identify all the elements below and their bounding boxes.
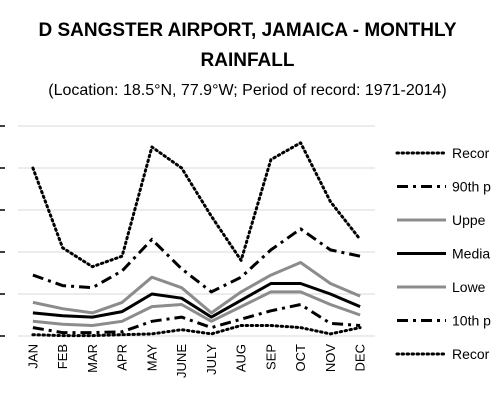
series-line-3 bbox=[32, 282, 361, 319]
x-tick-label-july: JULY bbox=[204, 344, 219, 375]
legend-label-6: Recor bbox=[452, 346, 490, 362]
series-lines bbox=[31, 141, 362, 338]
series-line-0 bbox=[31, 141, 362, 269]
x-tick-label-may: MAY bbox=[144, 344, 159, 372]
legend-label-4: Lowe bbox=[452, 279, 486, 295]
x-tick-label-mar: MAR bbox=[85, 344, 100, 373]
x-tick-label-dec: DEC bbox=[353, 344, 368, 371]
series-line-6 bbox=[31, 324, 362, 338]
x-tick-label-sep: SEP bbox=[263, 344, 278, 370]
x-tick-labels: JAN FEB MAR APR MAY JUNE JULY AUG SEP OCT NOV DEC bbox=[25, 344, 367, 378]
legend-label-2: Uppe bbox=[452, 212, 486, 228]
x-tick-label-nov: NOV bbox=[323, 344, 338, 373]
chart-title-line-2: RAINFALL bbox=[200, 50, 295, 71]
chart-title-line-1: D SANGSTER AIRPORT, JAMAICA - MONTHLY bbox=[38, 20, 457, 41]
x-tick-label-jan: JAN bbox=[25, 344, 40, 369]
series-line-1 bbox=[32, 227, 361, 294]
series-line-2 bbox=[32, 261, 361, 315]
legend-label-5: 10th p bbox=[452, 313, 491, 329]
x-tick-label-oct: OCT bbox=[293, 344, 308, 372]
legend: Recor 90th p Uppe Media Lowe 10th p Recor bbox=[395, 145, 491, 362]
x-tick-label-june: JUNE bbox=[174, 344, 189, 378]
legend-label-3: Media bbox=[452, 246, 490, 262]
series-line-4 bbox=[32, 290, 361, 327]
legend-label-1: 90th p bbox=[452, 179, 491, 195]
x-tick-label-feb: FEB bbox=[55, 344, 70, 369]
x-tick-label-aug: AUG bbox=[234, 344, 249, 372]
chart-subtitle: (Location: 18.5°N, 77.9°W; Period of rec… bbox=[48, 82, 447, 99]
legend-label-0: Recor bbox=[452, 145, 490, 161]
series-line-5 bbox=[32, 303, 361, 335]
x-tick-label-apr: APR bbox=[115, 344, 130, 371]
